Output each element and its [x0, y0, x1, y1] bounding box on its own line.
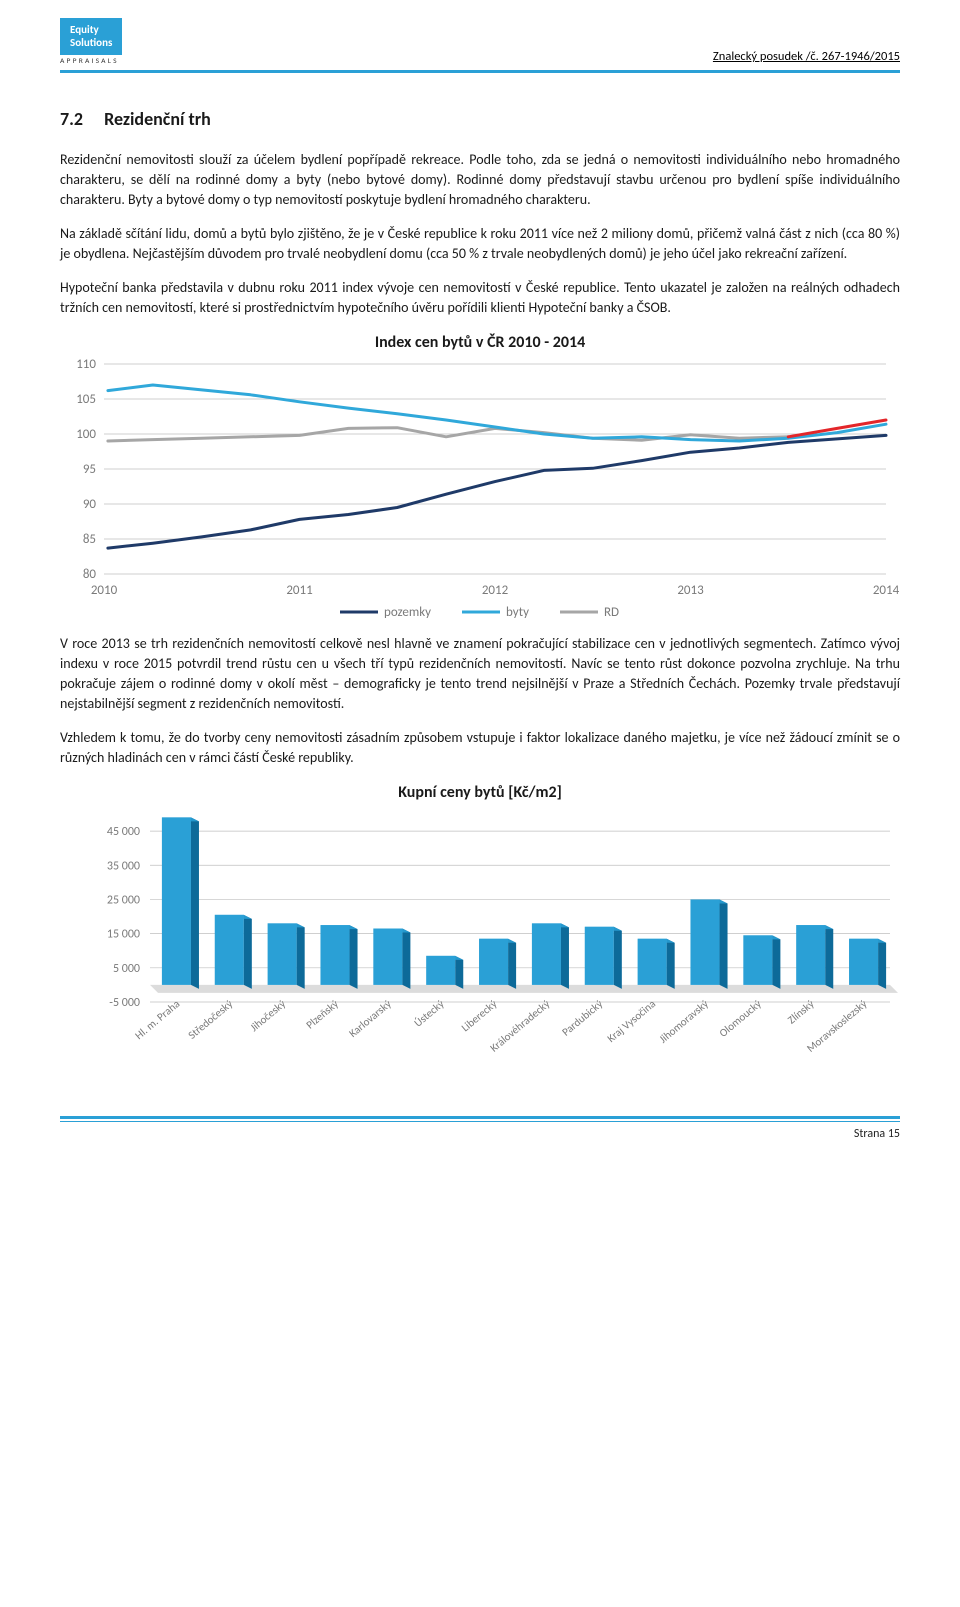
document-reference: Znalecký posudek /č. 267-1946/2015 [713, 48, 900, 68]
chart1-title: Index cen bytů v ČR 2010 - 2014 [60, 332, 900, 355]
logo-line1: Equity [70, 24, 112, 37]
svg-text:5 000: 5 000 [113, 962, 140, 976]
svg-text:80: 80 [83, 567, 97, 582]
paragraph-2: Na základě sčítání lidu, domů a bytů byl… [60, 224, 900, 264]
svg-text:Karlovarský: Karlovarský [346, 998, 393, 1041]
svg-text:pozemky: pozemky [384, 605, 431, 618]
svg-text:100: 100 [76, 427, 96, 442]
svg-text:2013: 2013 [677, 583, 704, 598]
svg-text:Jihomoravský: Jihomoravský [657, 998, 711, 1047]
page-number: Strana 15 [60, 1126, 900, 1143]
svg-text:Plzeňský: Plzeňský [304, 998, 341, 1032]
header-rule [60, 70, 900, 73]
svg-text:105: 105 [76, 392, 96, 407]
svg-text:15 000: 15 000 [107, 928, 140, 942]
chart2-title: Kupní ceny bytů [Kč/m2] [60, 782, 900, 805]
svg-text:Středočeský: Středočeský [186, 998, 236, 1043]
svg-text:Pardubický: Pardubický [559, 998, 605, 1039]
page-header: Equity Solutions APPRAISALS Znalecký pos… [60, 18, 900, 68]
svg-text:Olomoucký: Olomoucký [717, 998, 764, 1041]
section-heading: 7.2 Rezidenční trh [60, 107, 900, 133]
svg-text:45 000: 45 000 [107, 825, 140, 839]
svg-text:Liberecký: Liberecký [459, 998, 500, 1035]
line-chart: 80 85 90 95 100 105 110 2010 2011 2012 2013 2014 poz… [60, 358, 900, 618]
paragraph-3: Hypoteční banka představila v dubnu roku… [60, 278, 900, 318]
svg-text:95: 95 [83, 462, 96, 477]
svg-text:35 000: 35 000 [107, 860, 140, 874]
svg-text:2014: 2014 [873, 583, 900, 598]
svg-text:2012: 2012 [482, 583, 509, 598]
section-title: Rezidenční trh [104, 108, 211, 130]
logo-line2: Solutions [70, 37, 112, 50]
svg-text:byty: byty [506, 605, 529, 618]
svg-text:110: 110 [76, 358, 96, 372]
svg-text:2011: 2011 [286, 583, 312, 598]
bar-chart: -5 0005 00015 00025 00035 00045 000Hl. m… [60, 808, 900, 1088]
svg-text:25 000: 25 000 [107, 894, 140, 908]
svg-text:85: 85 [83, 532, 96, 547]
svg-text:90: 90 [83, 497, 97, 512]
paragraph-4: V roce 2013 se trh rezidenčních nemovito… [60, 634, 900, 714]
section-number: 7.2 [60, 107, 100, 133]
svg-text:-5 000: -5 000 [109, 996, 140, 1010]
page-footer: Strana 15 [60, 1116, 900, 1143]
svg-text:Kraj Vysočina: Kraj Vysočina [605, 998, 658, 1046]
logo-subtext: APPRAISALS [60, 57, 122, 68]
svg-text:Jihočeský: Jihočeský [248, 998, 289, 1035]
svg-text:RD: RD [604, 605, 619, 618]
svg-text:2010: 2010 [91, 583, 118, 598]
paragraph-1: Rezidenční nemovitosti slouží za účelem … [60, 150, 900, 210]
paragraph-5: Vzhledem k tomu, že do tvorby ceny nemov… [60, 728, 900, 768]
logo: Equity Solutions APPRAISALS [60, 18, 122, 68]
